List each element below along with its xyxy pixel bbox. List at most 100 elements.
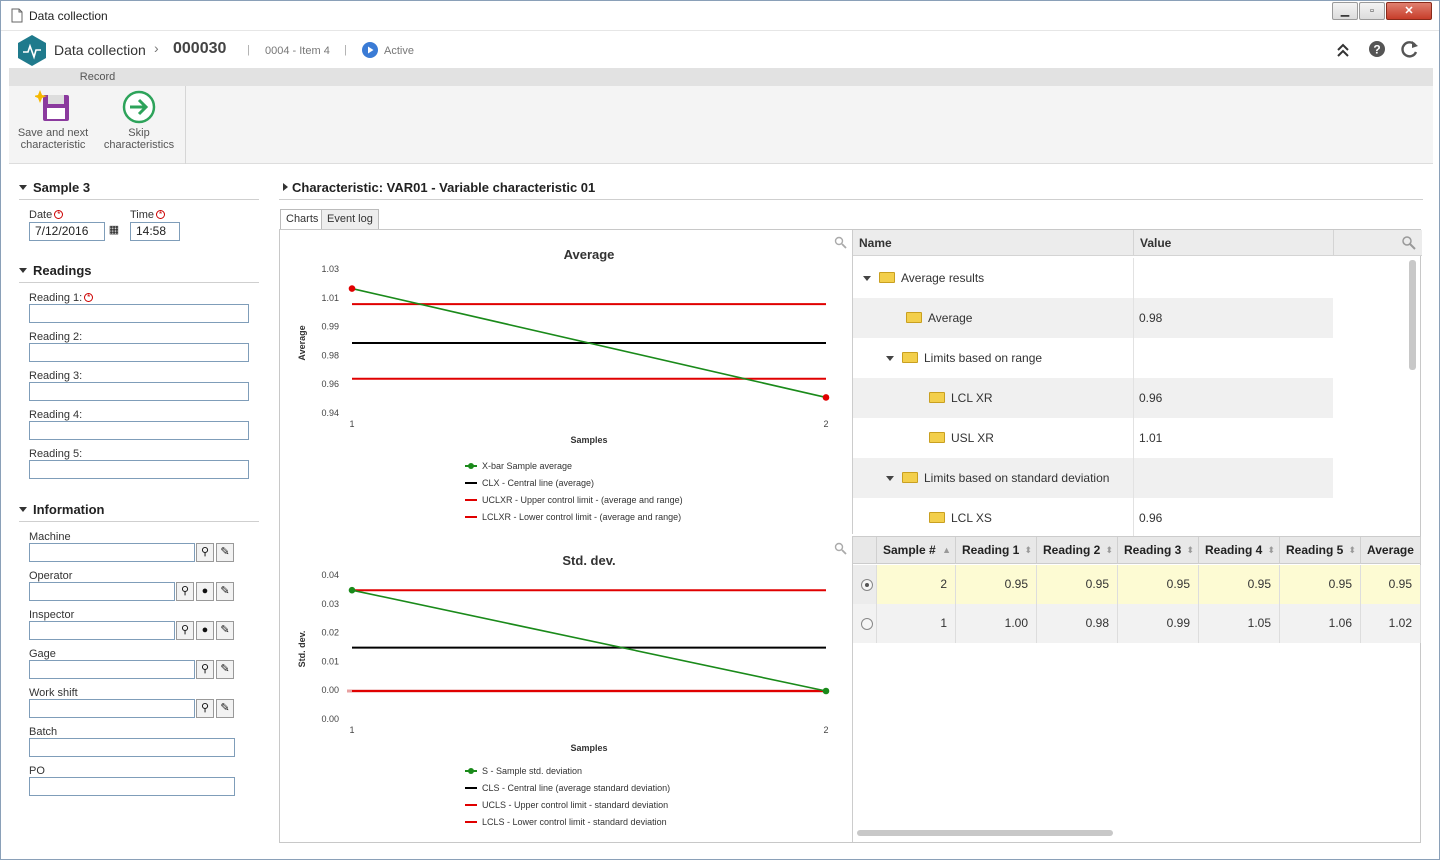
po-input[interactable] bbox=[29, 777, 235, 796]
y-tick-label: 0.99 bbox=[321, 322, 339, 332]
horizontal-scrollbar[interactable] bbox=[857, 830, 1113, 836]
gage-search-button[interactable]: ⚲ bbox=[196, 660, 214, 679]
tree-row[interactable]: Limits based on standard deviation bbox=[853, 458, 1333, 498]
legend-item[interactable]: LCLXR - Lower control limit - (average a… bbox=[465, 512, 681, 522]
table-cell: 0.98 bbox=[1037, 604, 1118, 643]
data-point[interactable] bbox=[822, 687, 830, 695]
readings-section-title[interactable]: Readings bbox=[19, 263, 92, 278]
col-header[interactable]: Reading 4 ⬍ bbox=[1199, 537, 1280, 564]
collapse-up-icon[interactable] bbox=[1336, 42, 1350, 58]
reading-2-input[interactable] bbox=[29, 343, 249, 362]
record-id: 000030 bbox=[173, 40, 227, 57]
close-button[interactable]: ✕ bbox=[1386, 2, 1432, 20]
table-cell: 0.95 bbox=[1280, 565, 1361, 604]
col-header[interactable]: Average bbox=[1361, 537, 1421, 564]
search-icon[interactable] bbox=[834, 542, 847, 555]
reading-3-input[interactable] bbox=[29, 382, 249, 401]
data-point[interactable] bbox=[822, 394, 830, 401]
legend-item[interactable]: CLS - Central line (average standard dev… bbox=[465, 783, 670, 793]
col-header[interactable]: Reading 1 ⬍ bbox=[956, 537, 1037, 564]
inspector-user-button[interactable]: ● bbox=[196, 621, 214, 640]
legend-item[interactable]: CLX - Central line (average) bbox=[465, 478, 594, 488]
operator-clear-button[interactable]: ✎ bbox=[216, 582, 234, 601]
col-header[interactable]: Reading 5 ⬍ bbox=[1280, 537, 1361, 564]
refresh-icon[interactable] bbox=[1400, 40, 1420, 58]
eraser-icon: ✎ bbox=[220, 702, 230, 714]
reading-5-input[interactable] bbox=[29, 460, 249, 479]
work-shift-clear-button[interactable]: ✎ bbox=[216, 699, 234, 718]
tree-row[interactable]: USL XR 1.01 bbox=[853, 418, 1333, 458]
calendar-icon[interactable]: ▦ bbox=[108, 224, 120, 236]
tree-row[interactable]: Limits based on range bbox=[853, 338, 1333, 378]
tree-row[interactable]: Average results bbox=[853, 258, 1333, 298]
svg-text:CLX - Central line (average): CLX - Central line (average) bbox=[482, 478, 594, 488]
col-header-search[interactable] bbox=[1333, 230, 1422, 256]
save-and-next-button[interactable]: Save and next characteristic bbox=[9, 90, 97, 156]
time-input[interactable]: 14:58 bbox=[130, 222, 180, 241]
inspector-clear-button[interactable]: ✎ bbox=[216, 621, 234, 640]
machine-search-button[interactable]: ⚲ bbox=[196, 543, 214, 562]
sample-section-title[interactable]: Sample 3 bbox=[19, 180, 90, 195]
col-separator bbox=[1133, 498, 1134, 538]
skip-characteristics-button[interactable]: Skip characteristics bbox=[95, 90, 183, 156]
data-point[interactable] bbox=[348, 586, 356, 594]
tree-row-value: 1.01 bbox=[1139, 431, 1163, 445]
table-row[interactable]: 1 1.00 0.98 0.99 1.05 1.06 1.02 bbox=[853, 604, 1421, 643]
help-icon[interactable]: ? bbox=[1368, 40, 1386, 58]
gage-clear-button[interactable]: ✎ bbox=[216, 660, 234, 679]
reading-1-input[interactable] bbox=[29, 304, 249, 323]
tree-row[interactable]: LCL XR 0.96 bbox=[853, 378, 1333, 418]
col-header[interactable]: Reading 3 ⬍ bbox=[1118, 537, 1199, 564]
operator-input[interactable] bbox=[29, 582, 175, 601]
maximize-button[interactable]: ▫ bbox=[1359, 2, 1385, 20]
operator-user-button[interactable]: ● bbox=[196, 582, 214, 601]
save-floppy-icon bbox=[33, 90, 69, 121]
inspector-input[interactable] bbox=[29, 621, 175, 640]
tab-event-log[interactable]: Event log bbox=[321, 209, 379, 229]
x-tick-label: 1 bbox=[349, 419, 354, 429]
batch-input[interactable] bbox=[29, 738, 235, 757]
inspector-search-button[interactable]: ⚲ bbox=[176, 621, 194, 640]
svg-text:UCLS - Upper control limit - s: UCLS - Upper control limit - standard de… bbox=[482, 800, 668, 810]
legend-item[interactable]: UCLXR - Upper control limit - (average a… bbox=[465, 495, 683, 505]
characteristic-title[interactable]: Characteristic: VAR01 - Variable charact… bbox=[283, 180, 595, 195]
gage-input[interactable] bbox=[29, 660, 195, 679]
work-shift-search-button[interactable]: ⚲ bbox=[196, 699, 214, 718]
row-select-cell[interactable] bbox=[853, 565, 877, 604]
vertical-scrollbar[interactable] bbox=[1409, 260, 1416, 370]
information-section-title[interactable]: Information bbox=[19, 502, 105, 517]
search-icon[interactable] bbox=[834, 236, 847, 249]
divider bbox=[19, 282, 259, 283]
search-icon: ⚲ bbox=[200, 663, 210, 675]
data-point[interactable] bbox=[348, 285, 356, 292]
tree-row-value: 0.96 bbox=[1139, 511, 1163, 525]
legend-item[interactable]: S - Sample std. deviation bbox=[465, 766, 582, 776]
expand-triangle-icon[interactable] bbox=[863, 276, 871, 281]
tree-row[interactable]: LCL XS 0.96 bbox=[853, 498, 1333, 538]
expand-triangle-icon[interactable] bbox=[886, 356, 894, 361]
machine-clear-button[interactable]: ✎ bbox=[216, 543, 234, 562]
row-select-cell[interactable] bbox=[853, 604, 877, 643]
expand-triangle-icon[interactable] bbox=[886, 476, 894, 481]
legend-item[interactable]: X-bar Sample average bbox=[465, 461, 572, 471]
machine-input[interactable] bbox=[29, 543, 195, 562]
minimize-button[interactable]: ▁ bbox=[1332, 2, 1358, 20]
operator-search-button[interactable]: ⚲ bbox=[176, 582, 194, 601]
col-header[interactable]: Reading 2 ⬍ bbox=[1037, 537, 1118, 564]
col-header-value[interactable]: Value bbox=[1133, 230, 1333, 256]
date-input[interactable]: 7/12/2016 bbox=[29, 222, 105, 241]
folder-icon bbox=[879, 272, 895, 283]
batch-label: Batch bbox=[29, 726, 58, 738]
tree-row-name: Average results bbox=[863, 271, 984, 285]
reading-4-input[interactable] bbox=[29, 421, 249, 440]
tab-charts[interactable]: Charts bbox=[280, 209, 325, 230]
row-radio[interactable] bbox=[861, 618, 873, 630]
col-header-name[interactable]: Name bbox=[853, 230, 1133, 256]
legend-item[interactable]: LCLS - Lower control limit - standard de… bbox=[465, 817, 667, 827]
tree-row[interactable]: Average 0.98 bbox=[853, 298, 1333, 338]
col-header[interactable]: Sample # ▲ bbox=[877, 537, 956, 564]
table-row[interactable]: 2 0.95 0.95 0.95 0.95 0.95 0.95 bbox=[853, 565, 1421, 604]
row-radio[interactable] bbox=[861, 579, 873, 591]
legend-item[interactable]: UCLS - Upper control limit - standard de… bbox=[465, 800, 668, 810]
work-shift-input[interactable] bbox=[29, 699, 195, 718]
